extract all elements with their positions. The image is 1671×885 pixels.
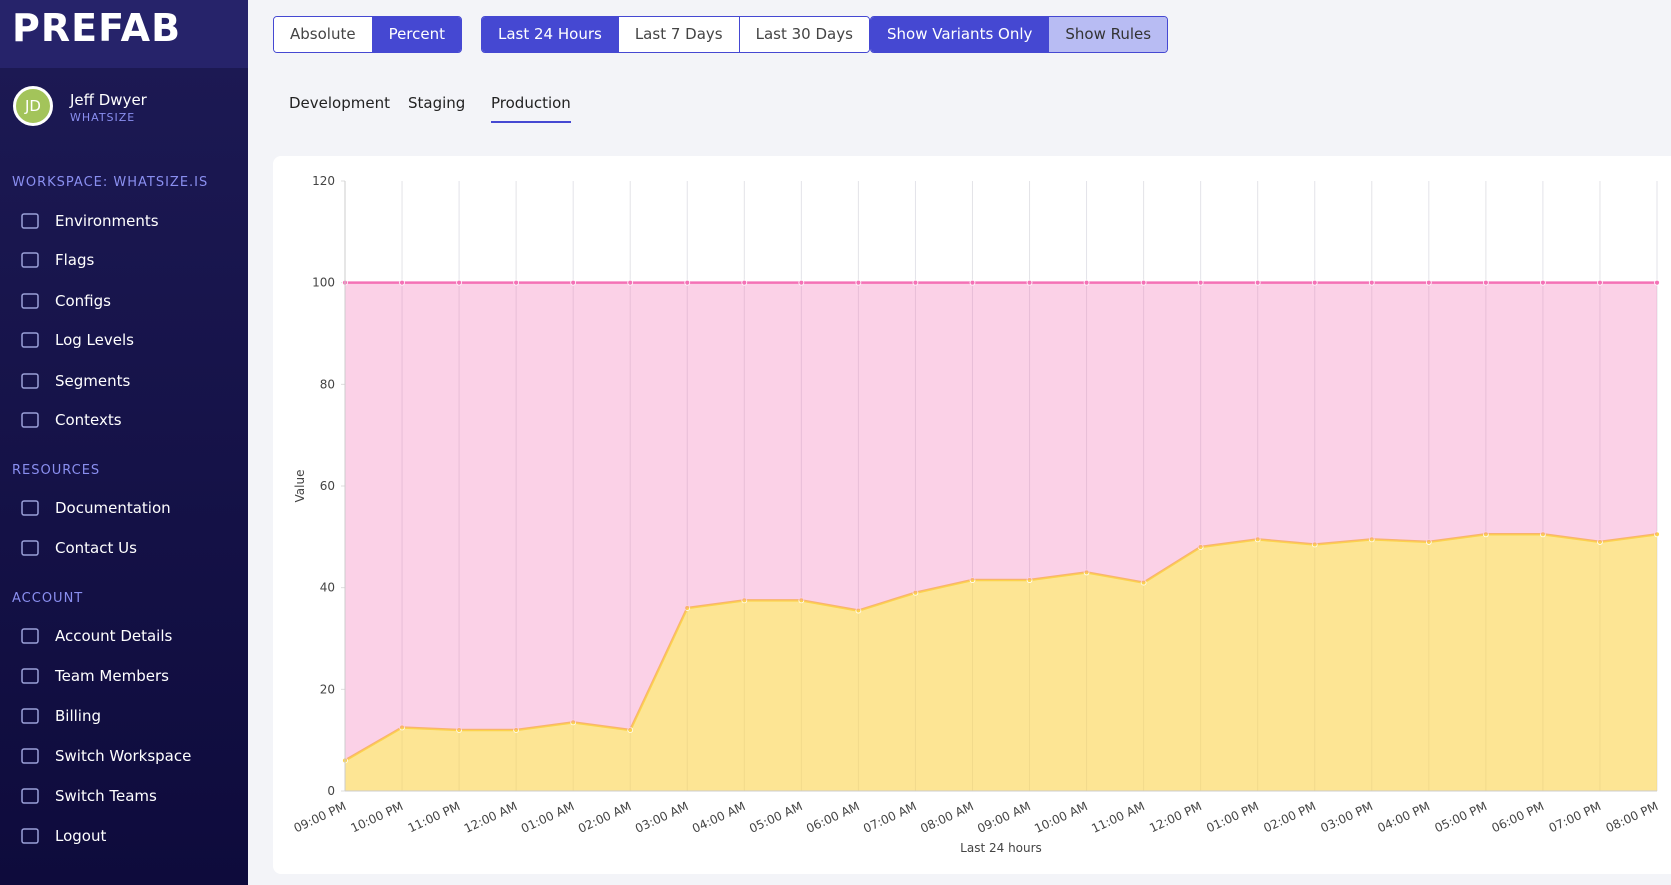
- nav-label[interactable]: Documentation: [55, 499, 171, 517]
- nav-label[interactable]: Configs: [55, 292, 111, 310]
- nav-icon: [21, 213, 39, 229]
- nav-item[interactable]: Log Levels: [20, 330, 134, 350]
- nav-item[interactable]: Configs: [20, 291, 111, 311]
- nav-icon: [21, 540, 39, 556]
- avatar[interactable]: JD: [13, 86, 53, 126]
- nav-icon: [21, 628, 39, 644]
- nav-label[interactable]: Team Members: [55, 667, 169, 685]
- nav-label[interactable]: Billing: [55, 707, 101, 725]
- nav-label[interactable]: Switch Workspace: [55, 747, 192, 765]
- nav-icon: [21, 668, 39, 684]
- nav-label[interactable]: Flags: [55, 251, 95, 269]
- nav-item[interactable]: Account Details: [20, 626, 172, 646]
- tab[interactable]: Development: [289, 94, 390, 112]
- button-group: Last 24 Hours Last 7 Days Last 30 Days: [481, 16, 870, 53]
- chart-card: [273, 156, 1671, 874]
- nav-icon: [21, 412, 39, 428]
- nav-label[interactable]: Contact Us: [55, 539, 137, 557]
- sidebar-header: [0, 0, 248, 68]
- nav-item[interactable]: Contexts: [20, 410, 122, 430]
- nav-item[interactable]: Contact Us: [20, 538, 137, 558]
- nav-item[interactable]: Flags: [20, 250, 94, 270]
- nav-icon: [21, 373, 39, 389]
- toggle-button[interactable]: Percent: [371, 17, 462, 52]
- nav-icon: [21, 788, 39, 804]
- toggle-button[interactable]: Last 7 Days: [617, 17, 739, 52]
- toggle-button[interactable]: Show Rules: [1048, 17, 1168, 52]
- section-label: RESOURCES: [12, 463, 101, 478]
- tab[interactable]: Staging: [408, 94, 466, 112]
- nav-label[interactable]: Log Levels: [55, 331, 134, 349]
- user-org: WHATSIZE: [70, 111, 136, 124]
- nav-label[interactable]: Switch Teams: [55, 787, 157, 805]
- nav-icon: [21, 708, 39, 724]
- user-name: Jeff Dwyer: [70, 91, 147, 109]
- logo[interactable]: PREFAB: [12, 6, 182, 50]
- nav-item[interactable]: Logout: [20, 826, 106, 846]
- toggle-button[interactable]: Absolute: [274, 17, 372, 52]
- nav-icon: [21, 828, 39, 844]
- section-label: WORKSPACE: WHATSIZE.IS: [12, 175, 209, 190]
- nav-label[interactable]: Segments: [55, 372, 131, 390]
- nav-icon: [21, 500, 39, 516]
- section-label: ACCOUNT: [12, 591, 84, 606]
- nav-item[interactable]: Segments: [20, 371, 130, 391]
- nav-item[interactable]: Switch Workspace: [20, 746, 191, 766]
- toggle-button[interactable]: Last 24 Hours: [482, 17, 618, 52]
- nav-icon: [21, 252, 39, 268]
- toggle-button[interactable]: Show Variants Only: [871, 17, 1049, 52]
- nav-item[interactable]: Billing: [20, 706, 101, 726]
- button-group: Absolute Percent: [273, 16, 463, 53]
- nav-label[interactable]: Contexts: [55, 411, 122, 429]
- nav-label[interactable]: Environments: [55, 212, 159, 230]
- nav-item[interactable]: Documentation: [20, 498, 171, 518]
- sidebar: PREFAB JD Jeff Dwyer WHATSIZE WORKSPACE:…: [0, 0, 248, 885]
- tab[interactable]: Production: [491, 94, 571, 123]
- toggle-button[interactable]: Last 30 Days: [738, 17, 869, 52]
- nav-item[interactable]: Team Members: [20, 666, 169, 686]
- nav-label[interactable]: Account Details: [55, 627, 173, 645]
- nav-icon: [21, 332, 39, 348]
- button-group: Show Variants Only Show Rules: [870, 16, 1169, 53]
- nav-icon: [21, 748, 39, 764]
- nav-item[interactable]: Switch Teams: [20, 786, 157, 806]
- nav-icon: [21, 293, 39, 309]
- nav-item[interactable]: Environments: [20, 211, 159, 231]
- nav-label[interactable]: Logout: [55, 827, 107, 845]
